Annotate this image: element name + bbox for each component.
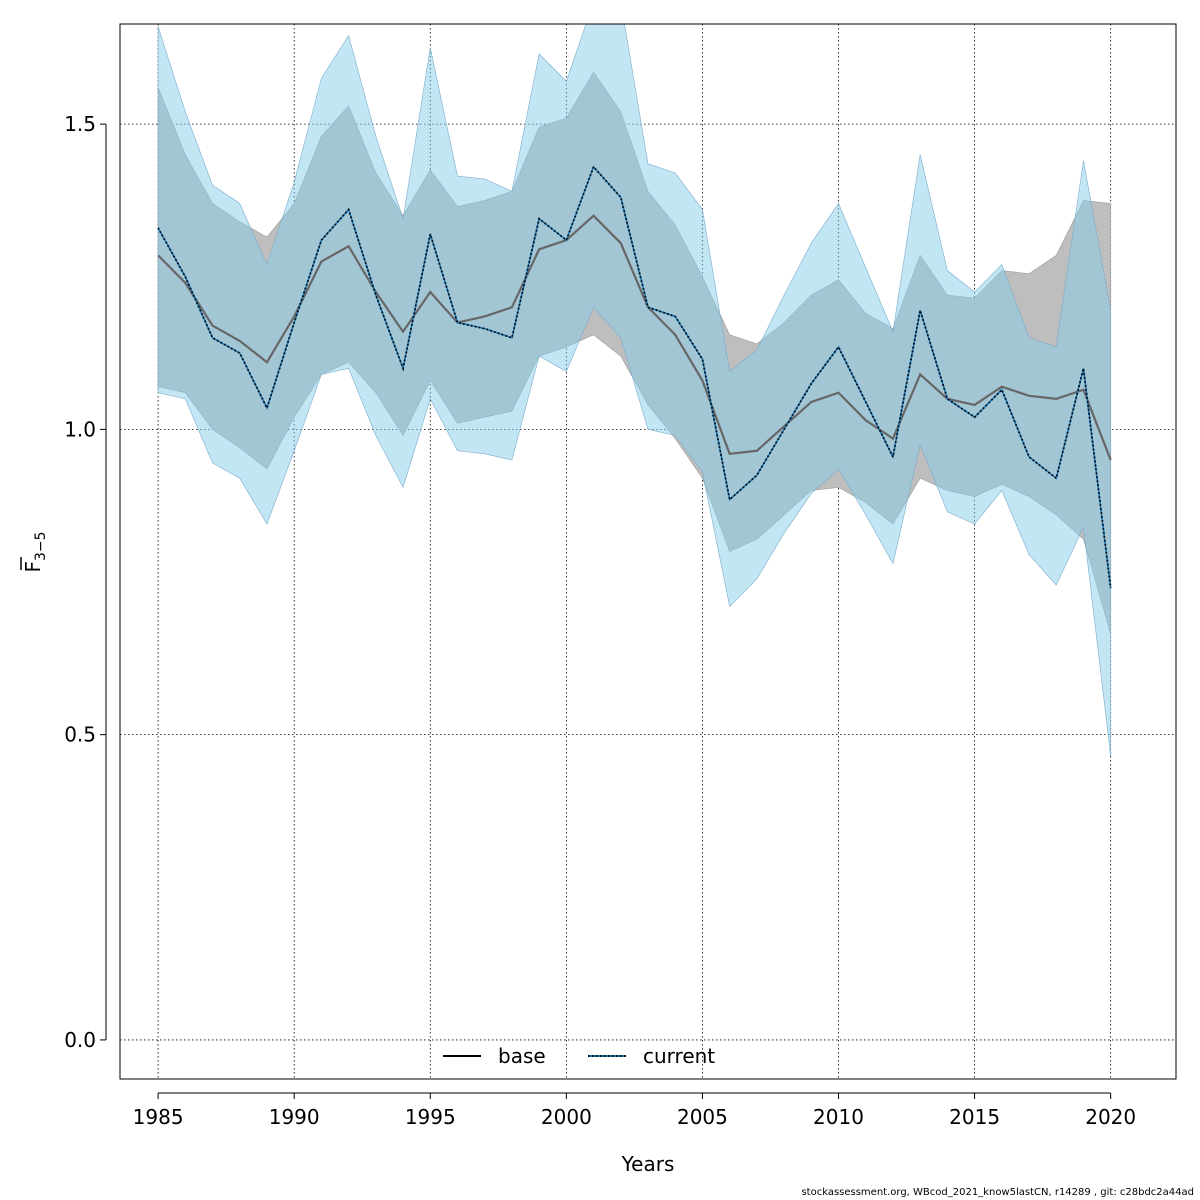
- y-tick-label-1.0: 1.0: [64, 417, 96, 441]
- x-tick-label-2015: 2015: [949, 1105, 1000, 1129]
- legend-label-current: current: [643, 1044, 715, 1068]
- x-tick-label-2010: 2010: [813, 1105, 864, 1129]
- x-axis-label: Years: [621, 1152, 675, 1176]
- x-tick-label-2020: 2020: [1085, 1105, 1136, 1129]
- y-axis-label: F3−5: [20, 531, 49, 573]
- x-tick-label-2000: 2000: [541, 1105, 592, 1129]
- plot-frame: [119, 23, 1177, 1080]
- legend: base current: [443, 1044, 715, 1068]
- y-tick-label-0.0: 0.0: [64, 1028, 96, 1052]
- confidence-band-current: [157, 24, 1111, 757]
- y-axis-label-subscript: 3−5: [33, 531, 49, 561]
- svg-text:F3−5: F3−5: [21, 531, 49, 572]
- y-axis-label-main: F: [21, 561, 45, 573]
- x-tick-label-1990: 1990: [269, 1105, 320, 1129]
- legend-label-base: base: [498, 1044, 546, 1068]
- series-lines: [157, 165, 1112, 589]
- x-tick-label-1985: 1985: [133, 1105, 184, 1129]
- x-tick-label-1995: 1995: [405, 1105, 456, 1129]
- series-line-current: [157, 165, 1112, 589]
- axes: 1985 1990 1995 2000 2005 2010 2015 2020 0.0 0.5 1.…: [64, 112, 1136, 1129]
- x-tick-label-2005: 2005: [677, 1105, 728, 1129]
- y-tick-label-0.5: 0.5: [64, 723, 96, 747]
- y-tick-label-1.5: 1.5: [64, 112, 96, 136]
- confidence-bands: [157, 24, 1111, 757]
- footer-credit: stockassessment.org, WBcod_2021_know5las…: [801, 1187, 1194, 1198]
- series-line-base: [157, 214, 1112, 461]
